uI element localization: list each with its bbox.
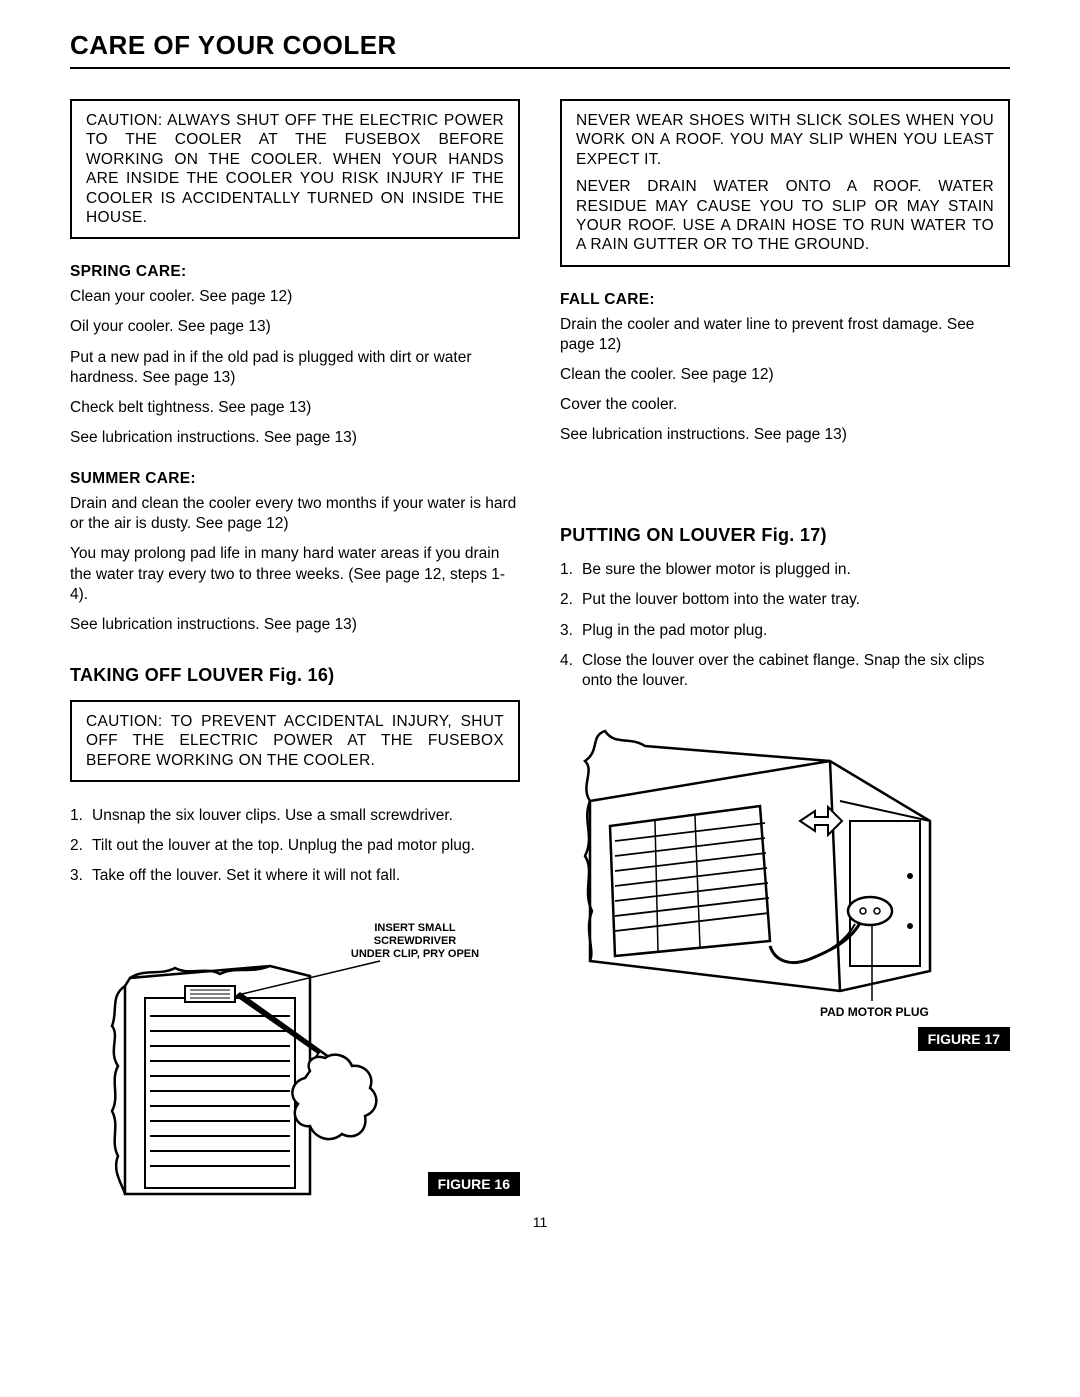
caution-box-power: CAUTION: ALWAYS SHUT OFF THE ELECTRIC PO… [70, 99, 520, 239]
fall-item: Drain the cooler and water line to preve… [560, 315, 1010, 355]
spring-item: Check belt tightness. See page 13) [70, 398, 520, 418]
fall-item: See lubrication instructions. See page 1… [560, 425, 1010, 445]
step-item: Put the louver bottom into the water tra… [560, 590, 1010, 610]
spring-item: Clean your cooler. See page 12) [70, 287, 520, 307]
step-item: Unsnap the six louver clips. Use a small… [70, 806, 520, 826]
caution-text: NEVER WEAR SHOES WITH SLICK SOLES WHEN Y… [576, 111, 994, 169]
taking-off-steps: Unsnap the six louver clips. Use a small… [70, 806, 520, 886]
step-item: Tilt out the louver at the top. Unplug t… [70, 836, 520, 856]
fig17-caption: PAD MOTOR PLUG [820, 1005, 929, 1019]
figure-16: INSERT SMALL SCREWDRIVER UNDER CLIP, PRY… [70, 916, 520, 1196]
page-title: CARE OF YOUR COOLER [70, 30, 1010, 69]
spring-item: Oil your cooler. See page 13) [70, 317, 520, 337]
figure-17-illustration: PAD MOTOR PLUG [560, 711, 990, 1031]
spring-item: Put a new pad in if the old pad is plugg… [70, 348, 520, 388]
figure-16-illustration: INSERT SMALL SCREWDRIVER UNDER CLIP, PRY… [70, 916, 500, 1196]
spring-item: See lubrication instructions. See page 1… [70, 428, 520, 448]
page-number: 11 [70, 1214, 1010, 1230]
figure-16-label: FIGURE 16 [428, 1172, 520, 1196]
caution-text: NEVER DRAIN WATER ONTO A ROOF. WATER RES… [576, 177, 994, 255]
summer-item: Drain and clean the cooler every two mon… [70, 494, 520, 534]
summer-item: You may prolong pad life in many hard wa… [70, 544, 520, 604]
fall-item: Clean the cooler. See page 12) [560, 365, 1010, 385]
summer-care-heading: SUMMER CARE: [70, 470, 520, 488]
right-column: NEVER WEAR SHOES WITH SLICK SOLES WHEN Y… [560, 99, 1010, 1196]
fig16-caption: SCREWDRIVER [374, 935, 457, 947]
step-item: Be sure the blower motor is plugged in. [560, 560, 1010, 580]
figure-17: PAD MOTOR PLUG FIGURE 17 [560, 711, 1010, 1031]
fall-item: Cover the cooler. [560, 395, 1010, 415]
putting-on-steps: Be sure the blower motor is plugged in. … [560, 560, 1010, 691]
two-column-layout: CAUTION: ALWAYS SHUT OFF THE ELECTRIC PO… [70, 99, 1010, 1196]
summer-item: See lubrication instructions. See page 1… [70, 615, 520, 635]
taking-off-louver-title: TAKING OFF LOUVER Fig. 16) [70, 665, 520, 686]
fig16-caption: UNDER CLIP, PRY OPEN [351, 948, 479, 960]
left-column: CAUTION: ALWAYS SHUT OFF THE ELECTRIC PO… [70, 99, 520, 1196]
step-item: Plug in the pad motor plug. [560, 621, 1010, 641]
caution-text: CAUTION: ALWAYS SHUT OFF THE ELECTRIC PO… [86, 111, 504, 227]
figure-17-label: FIGURE 17 [918, 1027, 1010, 1051]
fall-care-heading: FALL CARE: [560, 291, 1010, 309]
spring-care-heading: SPRING CARE: [70, 263, 520, 281]
step-item: Take off the louver. Set it where it wil… [70, 866, 520, 886]
caution-box-injury: CAUTION: TO PREVENT ACCIDENTAL INJURY, S… [70, 700, 520, 782]
caution-text: CAUTION: TO PREVENT ACCIDENTAL INJURY, S… [86, 712, 504, 770]
putting-on-louver-title: PUTTING ON LOUVER Fig. 17) [560, 525, 1010, 546]
step-item: Close the louver over the cabinet flange… [560, 651, 1010, 691]
fig16-caption: INSERT SMALL [374, 922, 456, 934]
caution-box-roof: NEVER WEAR SHOES WITH SLICK SOLES WHEN Y… [560, 99, 1010, 267]
